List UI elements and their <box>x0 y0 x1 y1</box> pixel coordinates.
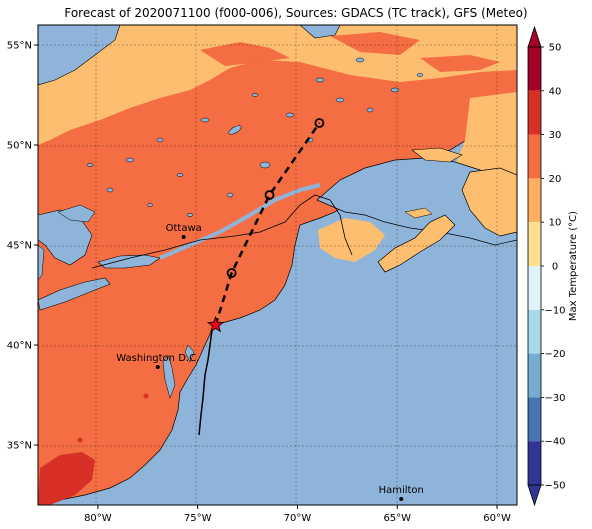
colorbar-tick-label: −50 <box>544 481 565 492</box>
lon-tick-label: 65°W <box>383 513 411 524</box>
track-point-circle <box>264 190 275 200</box>
lon-tick-label: 60°W <box>483 513 511 524</box>
hot-spot-2 <box>143 393 149 399</box>
colorbar-band <box>528 441 541 485</box>
city-label: Washington D.C. <box>116 353 199 364</box>
hot-spot-1 <box>77 437 83 443</box>
colorbar-tick-label: 40 <box>549 86 562 97</box>
lat-tick-label: 55°N <box>7 41 32 52</box>
water-northwest <box>38 25 121 86</box>
us-canada-border <box>91 194 353 269</box>
map-area: Ottawa Washington D.C. Hamilton <box>38 25 517 505</box>
colorbar-tick-label: −20 <box>544 349 565 360</box>
colorbar-label: Max Temperature (°C) <box>568 211 579 321</box>
lat-tick-label: 50°N <box>7 141 32 152</box>
colorbar-tick-label: 20 <box>549 174 562 185</box>
lon-tick-label: 80°W <box>84 513 112 524</box>
colorbar-tick-label: −10 <box>544 305 565 316</box>
colorbar-tick-label: 50 <box>549 43 562 54</box>
longitude-ticks: 80°W 75°W 70°W 65°W 60°W <box>84 505 511 524</box>
lake-erie <box>38 277 111 311</box>
track-point-circle <box>226 268 237 278</box>
colorbar-tick-label: −30 <box>544 393 565 404</box>
hot-patch-southwest <box>38 452 95 505</box>
past-track-line <box>198 329 213 436</box>
georgian-bay <box>57 204 96 223</box>
colorbar-band <box>528 178 541 223</box>
city-dot <box>181 235 186 239</box>
track-point-star <box>206 315 225 333</box>
city-dot <box>155 365 160 369</box>
land-mild-north <box>38 25 517 145</box>
delaware-bay <box>184 344 195 363</box>
gridlines <box>38 25 517 505</box>
map-title: Forecast of 2020071100 (f000-006), Sourc… <box>64 6 528 20</box>
lon-tick-label: 70°W <box>284 513 312 524</box>
city-label: Hamilton <box>379 485 424 496</box>
colorbar-band <box>528 397 541 442</box>
colorbar-band <box>528 47 541 91</box>
map-frame <box>37 24 518 506</box>
lon-tick-label: 75°W <box>184 513 212 524</box>
colorbar-band <box>528 309 541 354</box>
pei-island <box>404 207 433 219</box>
colorbar-band <box>528 353 541 398</box>
lake-ontario <box>97 254 161 269</box>
colorbar-tick-label: 30 <box>549 130 562 141</box>
city-label: Ottawa <box>166 223 202 234</box>
newfoundland <box>461 167 517 237</box>
city-dot <box>399 497 404 501</box>
colorbar-band <box>528 266 541 310</box>
land-warm-patch-2 <box>330 32 420 55</box>
colorbar: 50 40 30 20 10 0 −10 −20 −30 −40 −50 <box>527 25 566 507</box>
forecast-track <box>206 118 325 333</box>
colorbar-tick-label: 10 <box>549 218 562 229</box>
track-point-circle <box>314 118 325 128</box>
land-mild-nb <box>318 218 385 262</box>
land-warm-patch-3 <box>420 55 500 72</box>
colorbar-extend-bottom <box>527 484 542 507</box>
lat-tick-label: 35°N <box>7 441 32 452</box>
chesapeake-bay <box>162 354 176 399</box>
lat-tick-label: 45°N <box>7 241 32 252</box>
st-lawrence-river <box>159 183 321 260</box>
water-north <box>299 25 341 39</box>
anticosti-island <box>411 147 463 163</box>
lat-tick-label: 40°N <box>7 341 32 352</box>
colorbar-extend-top <box>527 25 542 48</box>
city-labels: Ottawa Washington D.C. Hamilton <box>116 223 424 501</box>
colorbar-band <box>528 90 541 135</box>
colorbar-tick-label: 0 <box>552 262 558 273</box>
colorbar-band <box>528 222 541 266</box>
latitude-ticks: 55°N 50°N 45°N 40°N 35°N <box>7 41 38 452</box>
colorbar-band <box>528 134 541 179</box>
lake-michigan <box>38 244 45 281</box>
colorbar-tick-label: −40 <box>544 437 565 448</box>
land-warm-patch <box>200 42 290 66</box>
track-line <box>214 122 321 326</box>
